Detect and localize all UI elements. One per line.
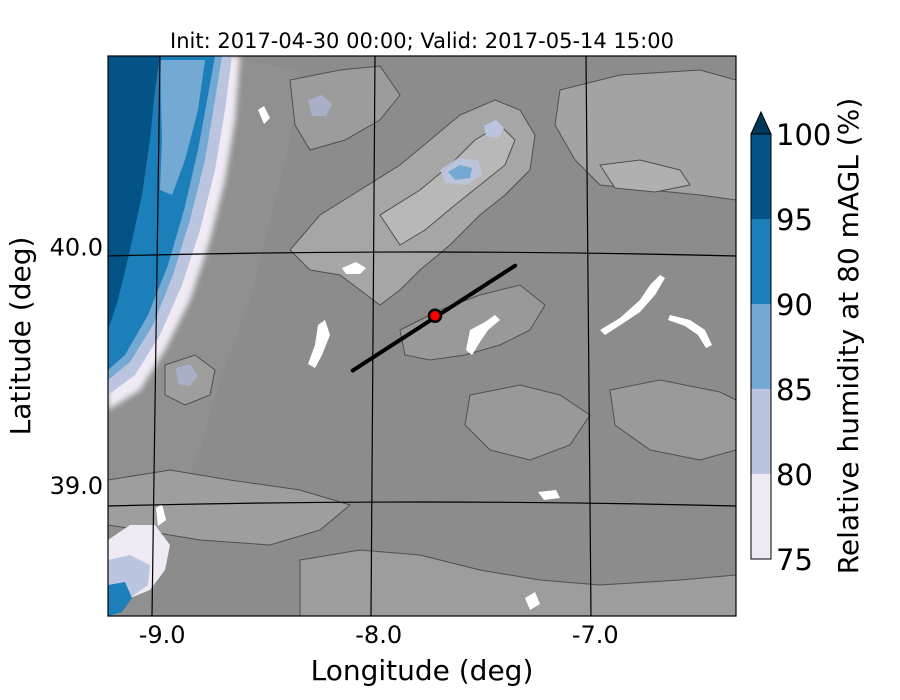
colorbar-tick-label: 85 xyxy=(776,373,813,407)
colorbar-frame xyxy=(750,133,772,560)
humidity-ridge-peak-80 xyxy=(484,120,504,138)
y-axis-label: Latitude (deg) xyxy=(4,237,37,436)
humidity-coast-95 xyxy=(108,56,160,330)
gridline-parallel-2 xyxy=(108,501,736,507)
y-tick-label: 40.0 xyxy=(50,234,103,262)
humidity-southwest-90 xyxy=(108,582,132,616)
x-tick-label: -8.0 xyxy=(355,621,402,649)
y-tick-label: 39.0 xyxy=(50,472,103,500)
map-area xyxy=(108,56,736,616)
gridline-meridian-2 xyxy=(370,56,376,616)
colorbar-tick-label: 80 xyxy=(776,458,813,492)
terrain-field xyxy=(108,56,736,616)
masked-river-west xyxy=(308,320,330,368)
colorbar-segment xyxy=(751,474,771,559)
terrain-valley-central xyxy=(399,284,546,361)
terrain-plateau-north xyxy=(289,65,401,151)
terrain-plateau-east xyxy=(554,69,736,201)
terrain-south-hills-2 xyxy=(609,379,736,461)
colorbar: 75 80 85 90 95 100 Relative humidity at … xyxy=(750,98,865,577)
map-frame xyxy=(107,55,737,617)
x-tick-label: -7.0 xyxy=(572,621,619,649)
humidity-north-80 xyxy=(308,95,332,116)
colorbar-segment xyxy=(751,134,771,219)
gridline-parallel-1 xyxy=(108,251,736,257)
location-marker xyxy=(427,308,443,323)
colorbar-segment xyxy=(751,389,771,474)
colorbar-extend-triangle xyxy=(750,110,772,135)
masked-river-central xyxy=(466,315,500,355)
gridline-meridian-3 xyxy=(585,56,592,616)
colorbar-tick-label: 95 xyxy=(776,203,813,237)
chart-title: Init: 2017-04-30 00:00; Valid: 2017-05-1… xyxy=(170,29,674,53)
masked-regions xyxy=(156,106,712,610)
masked-patch-southwest xyxy=(156,504,166,526)
humidity-coast-inner-85 xyxy=(160,60,205,195)
colorbar-tick-label: 90 xyxy=(776,288,813,322)
masked-patch-south xyxy=(538,490,560,500)
masked-patch-south-2 xyxy=(525,592,540,610)
humidity-west-hill-80 xyxy=(176,364,198,386)
colorbar-label: Relative humidity at 80 mAGL (%) xyxy=(832,98,865,575)
colorbar-tick-label: 75 xyxy=(776,543,813,577)
masked-patch-north xyxy=(342,262,366,274)
gridlines xyxy=(108,56,736,616)
colorbar-segment xyxy=(751,304,771,389)
colorbar-segment xyxy=(751,219,771,304)
gridline-meridian-1 xyxy=(151,56,161,616)
masked-river-east xyxy=(600,275,665,335)
masked-river-east-2 xyxy=(668,315,712,348)
masked-patch-north-west xyxy=(258,106,270,124)
x-ticks: -9.0 -8.0 -7.0 xyxy=(139,621,619,649)
colorbar-tick-label: 100 xyxy=(776,118,831,152)
humidity-ridge-85 xyxy=(448,165,472,180)
terrain-patch-east xyxy=(599,159,691,193)
terrain-south-lowland xyxy=(299,549,736,616)
terrain-south-hills xyxy=(464,384,591,461)
humidity-field xyxy=(108,56,504,616)
x-tick-label: -9.0 xyxy=(139,621,186,649)
y-ticks: 39.0 40.0 xyxy=(50,234,103,500)
x-axis-label: Longitude (deg) xyxy=(311,654,534,687)
